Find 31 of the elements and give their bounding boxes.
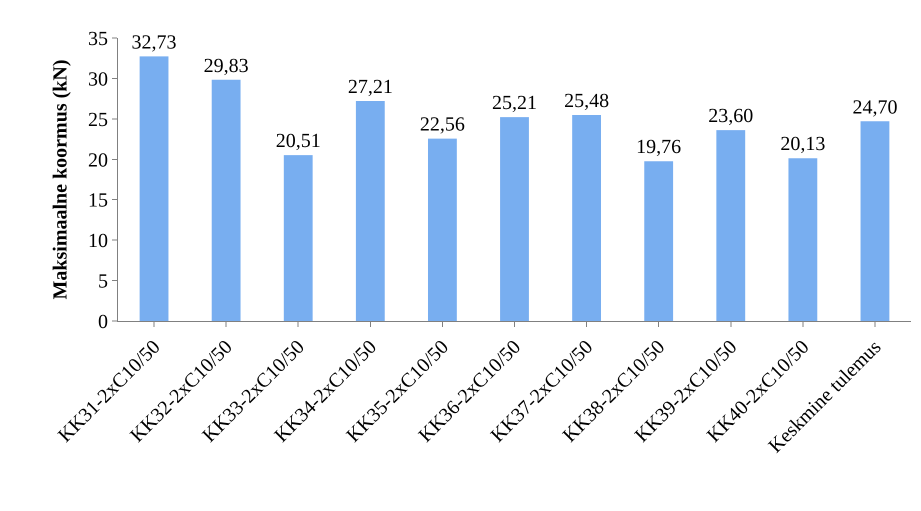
data-label: 20,13 (780, 133, 826, 156)
bar (140, 56, 168, 321)
data-label: 27,21 (348, 76, 393, 98)
y-tick-label: 15 (88, 190, 108, 212)
y-tick-label: 10 (88, 230, 108, 252)
data-label: 19,76 (636, 136, 682, 158)
bar (428, 138, 457, 321)
bar (284, 155, 313, 321)
y-tick-label: 25 (88, 108, 108, 131)
y-tick-label: 0 (98, 311, 108, 333)
data-label: 25,48 (564, 90, 610, 112)
bar (500, 117, 529, 321)
bar (644, 161, 674, 321)
data-label: 20,51 (276, 130, 321, 152)
data-label: 24,70 (852, 96, 898, 118)
data-label: 25,21 (492, 92, 537, 114)
bar (716, 130, 746, 321)
bar (860, 121, 890, 321)
data-label: 32,73 (132, 31, 177, 54)
y-tick-label: 5 (98, 270, 108, 293)
bar (572, 114, 602, 321)
y-tick-label: 30 (88, 68, 108, 90)
bar (212, 80, 241, 321)
data-label: 22,56 (420, 114, 465, 136)
bar (356, 100, 385, 321)
bar (788, 158, 818, 321)
y-tick-label: 20 (88, 149, 108, 172)
y-axis-title: Maksimaalne koormus (kN) (50, 59, 72, 300)
data-label: 29,83 (204, 54, 249, 77)
data-label: 23,60 (708, 105, 754, 128)
y-tick-label: 35 (88, 28, 108, 50)
